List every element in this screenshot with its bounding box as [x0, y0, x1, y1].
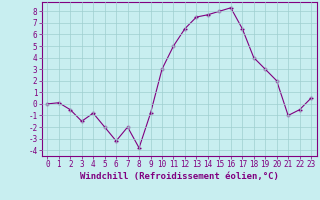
X-axis label: Windchill (Refroidissement éolien,°C): Windchill (Refroidissement éolien,°C): [80, 172, 279, 181]
